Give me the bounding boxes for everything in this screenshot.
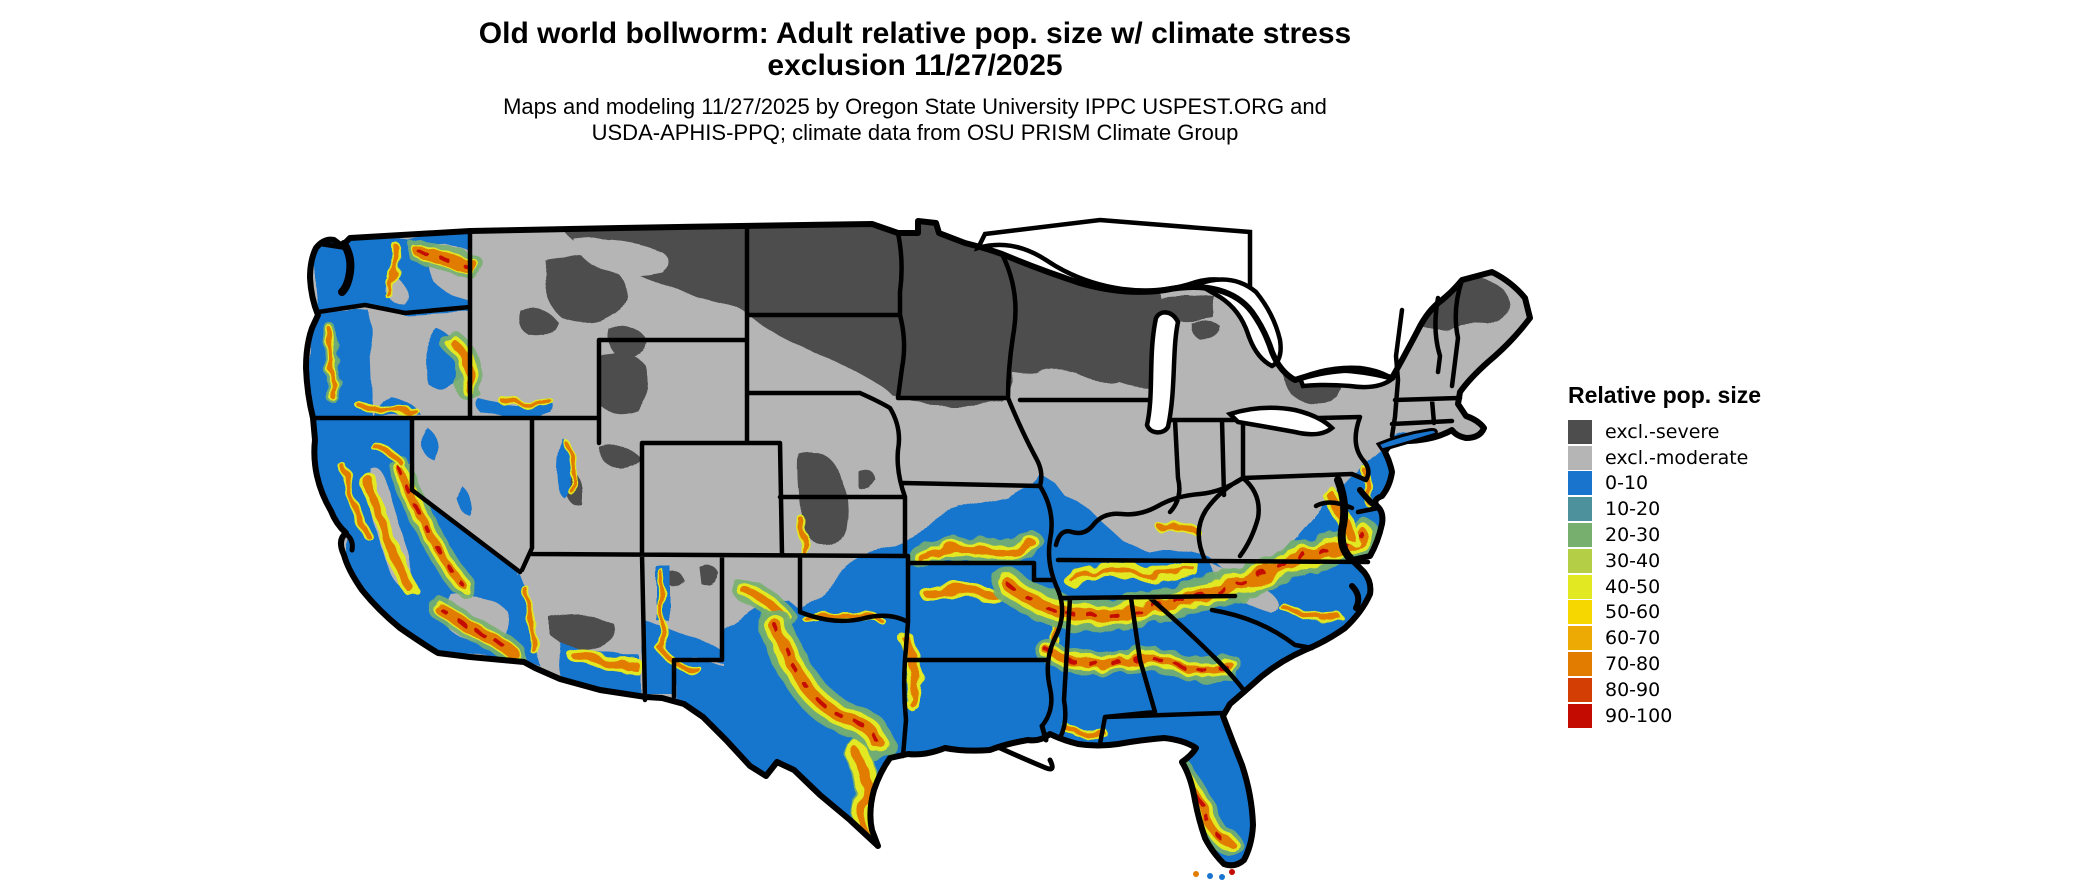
lake-huron bbox=[1192, 277, 1283, 369]
map-title-line2: exclusion 11/27/2025 bbox=[767, 49, 1063, 82]
legend-swatch bbox=[1568, 677, 1592, 702]
legend-row: excl.-severe bbox=[1568, 419, 1761, 445]
us-coastline bbox=[303, 218, 1533, 869]
legend-swatch bbox=[1568, 445, 1592, 470]
legend-label: excl.-moderate bbox=[1605, 446, 1749, 469]
map-title-line1: Old world bollworm: Adult relative pop. … bbox=[478, 17, 1352, 50]
legend-label: 10-20 bbox=[1605, 498, 1661, 521]
state-borders bbox=[310, 223, 1465, 759]
legend-swatch bbox=[1568, 523, 1592, 548]
legend-entries: excl.-severe excl.-moderate 0-10 10-20 20-30… bbox=[1568, 419, 1761, 729]
legend-swatch bbox=[1568, 626, 1592, 651]
delaware-bay bbox=[1357, 487, 1377, 508]
legend-label: 70-80 bbox=[1605, 653, 1661, 676]
water-details bbox=[319, 240, 1438, 880]
puget-sound bbox=[338, 240, 355, 296]
legend-row: 10-20 bbox=[1568, 496, 1761, 522]
legend-row: 40-50 bbox=[1568, 574, 1761, 600]
legend-row: 20-30 bbox=[1568, 522, 1761, 548]
legend-label: 30-40 bbox=[1605, 549, 1661, 572]
legend: Relative pop. size excl.-severe excl.-mod… bbox=[1568, 382, 1761, 729]
map-subtitle-line2: USDA-APHIS-PPQ; climate data from OSU PR… bbox=[591, 120, 1239, 145]
legend-label: 90-100 bbox=[1605, 704, 1673, 727]
legend-swatch bbox=[1568, 600, 1592, 625]
legend-label: 80-90 bbox=[1605, 678, 1661, 701]
legend-row: 30-40 bbox=[1568, 548, 1761, 574]
legend-label: 50-60 bbox=[1605, 601, 1661, 624]
legend-label: excl.-severe bbox=[1605, 420, 1720, 443]
san-francisco-bay bbox=[343, 531, 355, 553]
map-raster bbox=[306, 221, 1530, 866]
legend-swatch bbox=[1568, 497, 1592, 522]
florida-keys bbox=[1193, 869, 1235, 880]
legend-row: 90-100 bbox=[1568, 703, 1761, 729]
legend-swatch bbox=[1568, 574, 1592, 599]
legend-label: 20-30 bbox=[1605, 524, 1661, 547]
legend-row: 0-10 bbox=[1568, 471, 1761, 497]
legend-title: Relative pop. size bbox=[1568, 382, 1762, 408]
mississippi-delta bbox=[997, 745, 1055, 772]
legend-row: excl.-moderate bbox=[1568, 445, 1761, 471]
pamlico-sound bbox=[1349, 583, 1362, 611]
lake-erie bbox=[1225, 405, 1336, 437]
map-subtitle: Maps and modeling 11/27/2025 by Oregon S… bbox=[315, 94, 1515, 146]
legend-label: 60-70 bbox=[1605, 627, 1661, 650]
strait-juan-de-fuca bbox=[319, 241, 351, 251]
legend-row: 50-60 bbox=[1568, 600, 1761, 626]
great-lakes bbox=[973, 217, 1396, 437]
chesapeake-bay bbox=[1334, 476, 1354, 562]
legend-label: 0-10 bbox=[1605, 472, 1649, 495]
legend-swatch bbox=[1568, 703, 1592, 728]
legend-swatch bbox=[1568, 471, 1592, 496]
lake-michigan bbox=[1144, 310, 1181, 435]
legend-row: 70-80 bbox=[1568, 651, 1761, 677]
map-title: Old world bollworm: Adult relative pop. … bbox=[315, 18, 1515, 82]
long-island bbox=[1375, 428, 1438, 452]
legend-row: 80-90 bbox=[1568, 677, 1761, 703]
legend-label: 40-50 bbox=[1605, 575, 1661, 598]
legend-row: 60-70 bbox=[1568, 625, 1761, 651]
legend-swatch bbox=[1568, 548, 1592, 573]
map-subtitle-line1: Maps and modeling 11/27/2025 by Oregon S… bbox=[503, 94, 1327, 119]
legend-swatch bbox=[1568, 652, 1592, 677]
mobile-bay bbox=[1039, 723, 1049, 743]
legend-swatch bbox=[1568, 419, 1592, 444]
